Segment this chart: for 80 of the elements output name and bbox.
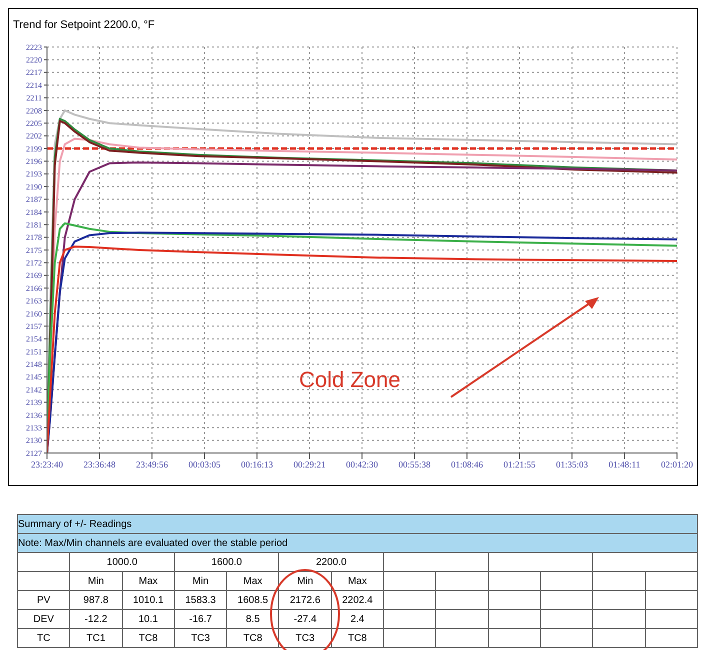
text: TC1 — [86, 632, 106, 644]
text: TC8 — [243, 632, 262, 644]
y-tick-label: 2196 — [26, 157, 42, 166]
text: TC3 — [296, 632, 315, 644]
chart-title: Trend for Setpoint 2200.0, °F — [13, 19, 155, 31]
y-tick-label: 2169 — [26, 271, 42, 280]
text: TC8 — [348, 632, 367, 644]
y-tick-label: 2160 — [26, 309, 42, 318]
x-tick-label: 00:03:05 — [188, 459, 221, 470]
annotation: Cold Zone — [299, 367, 401, 393]
text: -12.2 — [84, 614, 108, 624]
y-tick-label: 2211 — [26, 94, 42, 103]
text: -16.7 — [189, 614, 212, 624]
x-tick-label: 00:42:30 — [346, 459, 378, 470]
y-tick-label: 2139 — [26, 398, 42, 408]
x-tick-label: 23:23:40 — [30, 459, 64, 470]
text: 2200.0 — [278, 552, 384, 572]
y-tick-label: 2172 — [26, 258, 42, 268]
x-tick-label: 00:55:38 — [398, 459, 431, 470]
text: Note: Max/Min channels are evaluated over the stable period — [18, 534, 698, 552]
y-tick-label: 2208 — [26, 106, 42, 116]
category-label: DEV — [33, 614, 54, 624]
x-tick-label: 01:08:46 — [450, 459, 484, 470]
category-label: Max — [122, 572, 174, 590]
y-tick-label: 2193 — [26, 170, 42, 179]
x-tick-label: 23:36:48 — [83, 459, 116, 470]
text: 1608.5 — [238, 594, 268, 606]
y-tick-label: 2127 — [26, 448, 42, 458]
y-tick-label: 2145 — [26, 372, 42, 382]
y-tick-label: 2214 — [26, 80, 42, 90]
text: 1583.3 — [185, 594, 216, 606]
text: 2.4 — [350, 614, 364, 624]
x-tick-label: 23:49:56 — [136, 459, 168, 470]
y-tick-label: 2190 — [26, 182, 42, 192]
text: 10.1 — [138, 614, 158, 624]
text: 987.8 — [83, 594, 108, 606]
x-tick-label: 02:01:20 — [660, 459, 694, 470]
category-label: TC — [36, 632, 50, 644]
y-tick-label: 2151 — [26, 347, 42, 356]
y-tick-label: 2133 — [26, 423, 42, 432]
y-tick-label: 2175 — [26, 246, 42, 255]
category-label: Min — [278, 572, 332, 590]
y-tick-label: 2166 — [26, 284, 42, 293]
y-tick-label: 2205 — [26, 118, 42, 128]
y-tick-label: 2184 — [26, 208, 42, 217]
x-tick-label: 00:16:13 — [240, 459, 274, 470]
text: 1010.1 — [132, 594, 164, 606]
y-tick-label: 2202 — [26, 132, 42, 141]
y-tick-label: 2187 — [26, 195, 42, 204]
y-tick-label: 2157 — [26, 322, 42, 331]
y-tick-label: 2148 — [26, 360, 42, 370]
category-label: PV — [36, 594, 50, 606]
text: 1000.0 — [70, 552, 174, 572]
text: 8.5 — [246, 614, 260, 624]
y-tick-label: 2178 — [26, 233, 42, 242]
category-label: Min — [174, 572, 227, 590]
y-tick-label: 2130 — [26, 436, 42, 446]
x-tick-label: 00:29:21 — [293, 459, 326, 470]
y-tick-label: 2220 — [26, 56, 42, 65]
text: 2172.6 — [290, 594, 320, 606]
y-tick-label: 2154 — [26, 334, 42, 344]
y-tick-label: 2181 — [26, 220, 42, 230]
x-tick-label: 01:48:11 — [608, 459, 640, 470]
x-tick-label: 01:21:55 — [503, 459, 536, 470]
y-tick-label: 2217 — [26, 68, 42, 78]
text: TC3 — [191, 632, 210, 644]
text: Summary of +/- Readings — [18, 514, 698, 534]
y-tick-label: 2163 — [26, 296, 42, 306]
text: 1600.0 — [174, 552, 279, 572]
category-label: Min — [70, 572, 122, 590]
y-tick-label: 2136 — [26, 410, 42, 420]
y-tick-label: 2142 — [26, 385, 42, 394]
category-label: Max — [331, 572, 384, 590]
category-label: Max — [226, 572, 279, 590]
y-tick-label: 2223 — [26, 42, 42, 52]
y-tick-label: 2199 — [26, 144, 42, 154]
text: 2202.4 — [342, 594, 373, 606]
text: TC8 — [138, 632, 158, 644]
x-tick-label: 01:35:03 — [556, 459, 588, 470]
text: -27.4 — [294, 614, 317, 624]
